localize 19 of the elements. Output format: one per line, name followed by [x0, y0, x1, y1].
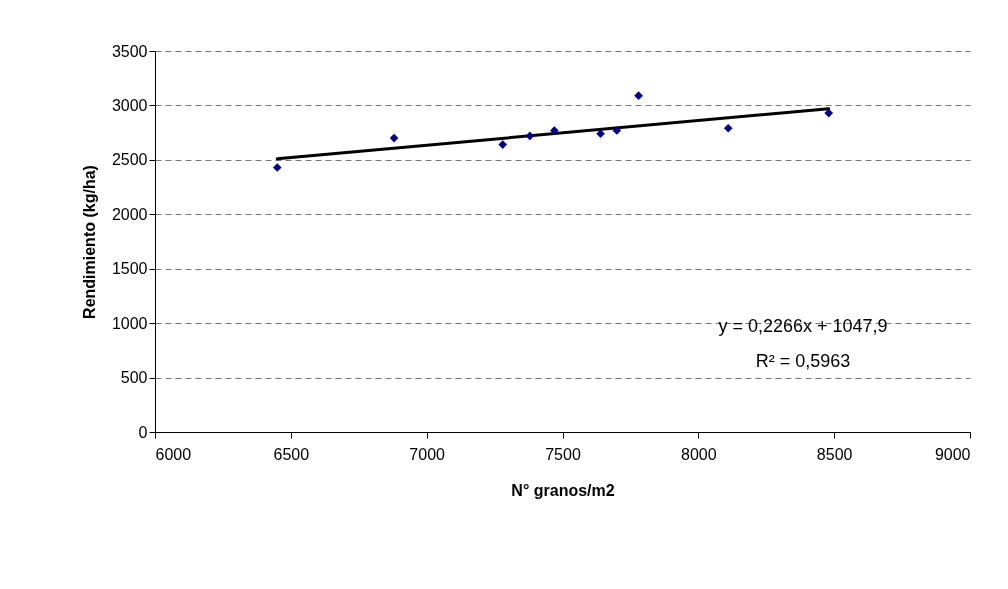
y-tick-label: 2500	[111, 151, 148, 169]
annotation: y = 0,2266x + 1047,9	[718, 316, 888, 336]
y-tick-label: 1000	[111, 314, 148, 332]
x-tick-label: 7000	[409, 445, 446, 463]
y-tick-label: 2000	[111, 205, 148, 223]
y-tick-label: 3000	[111, 96, 148, 114]
x-tick-label: 8000	[681, 445, 717, 463]
y-tick-label: 3500	[111, 42, 148, 60]
y-tick-label: 500	[120, 369, 148, 387]
annotation: R² = 0,5963	[755, 351, 851, 371]
x-tick-label: 9000	[934, 445, 971, 463]
y-tick-label: 1500	[111, 260, 148, 278]
x-axis-title: N° granos/m2	[511, 481, 615, 499]
y-axis-title: Rendimiento (kg/ha)	[80, 165, 98, 319]
x-tick-label: 6000	[155, 445, 192, 463]
x-tick-label: 8500	[816, 445, 853, 463]
y-tick-label: 0	[138, 423, 148, 441]
x-tick-label: 7500	[545, 445, 581, 463]
x-tick-label: 6500	[273, 445, 310, 463]
